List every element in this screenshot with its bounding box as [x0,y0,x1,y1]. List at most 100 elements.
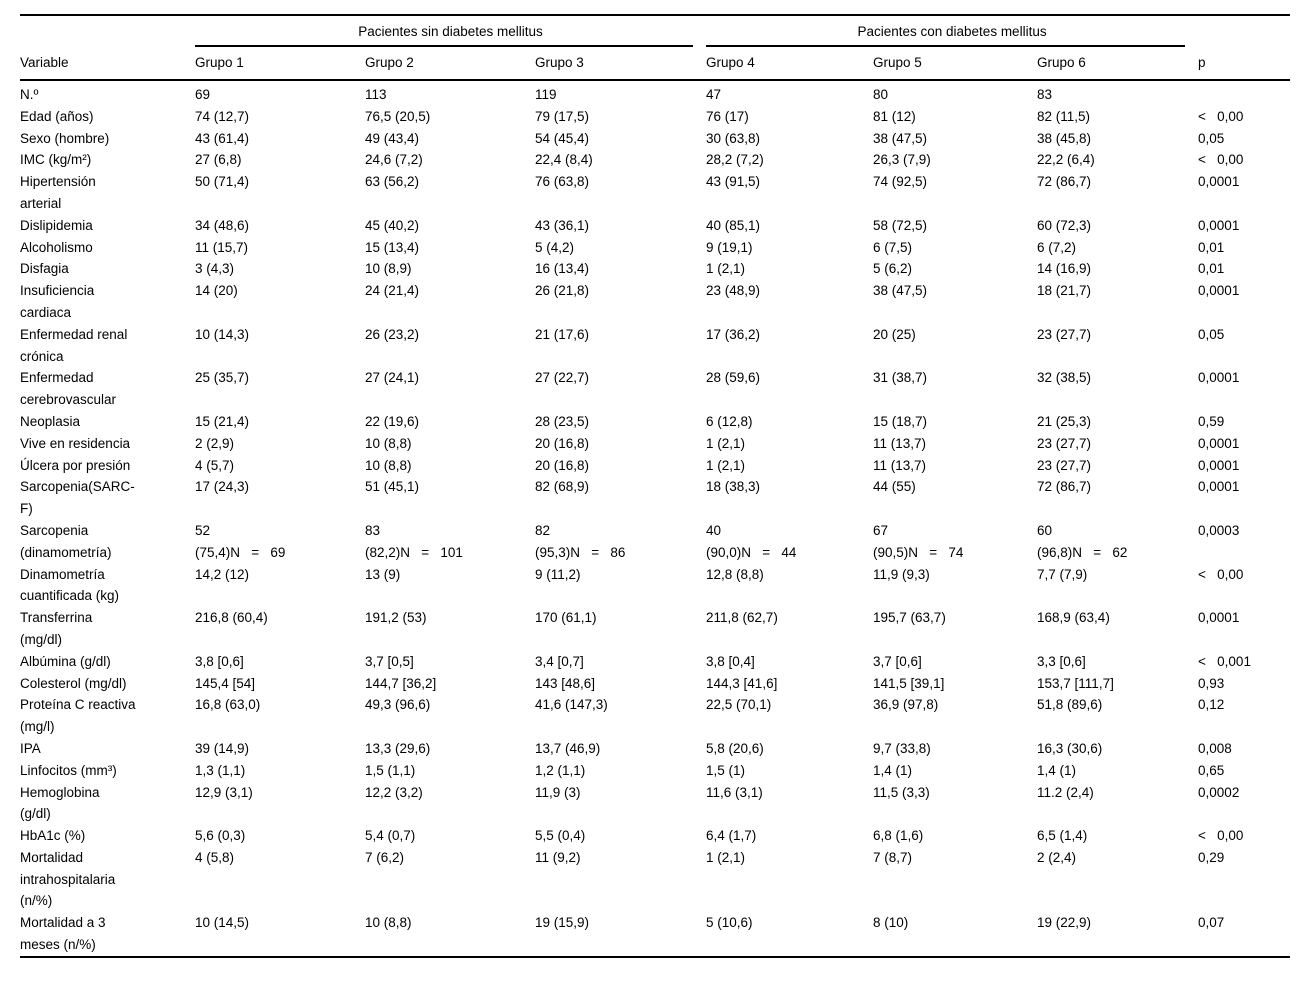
row-variable-label: Disfagia [20,261,69,277]
cell-grupo-3-value: 41,6 (147,3) [535,697,608,713]
cell-p-value: < 0,00 [1198,152,1244,168]
cell-grupo-1-value: 3,8 [0,6] [195,653,244,669]
cell-grupo-2-value: 10 (8,8) [365,435,412,451]
cell-grupo-4-value: 17 (36,2) [706,326,761,342]
cell-grupo-4-value: 40 (90,0)N = 44 [706,522,797,560]
table-row: Dislipidemia 34 (48,6) 45 (40,2) 43 (36,… [20,215,1290,237]
row-variable-label: Transferrina (mg/dl) [20,610,93,647]
cell-grupo-2-value: 45 (40,2) [365,217,420,233]
column-header-row: Variable Grupo 1 Grupo 2 Grupo 3 Grupo 4… [20,47,1291,81]
cell-grupo-4-value: 12,8 (8,8) [706,566,764,582]
cell-p-value: < 0,00 [1198,828,1244,844]
cell-grupo-6-value: 18 (21,7) [1037,283,1092,299]
cell-grupo-1-value: 2 (2,9) [195,435,235,451]
cell-grupo-6-value: 6 (7,2) [1037,239,1077,255]
row-variable-label: HbA1c (%) [20,828,86,844]
row-variable-label: IMC (kg/m²) [20,152,92,168]
cell-grupo-5-value: 67 (90,5)N = 74 [873,522,964,560]
cell-grupo-2-value: 27 (24,1) [365,370,420,386]
cell-grupo-6-value: 3,3 [0,6] [1037,653,1086,669]
cell-grupo-6-value: 6,5 (1,4) [1037,828,1088,844]
cell-grupo-4-value: 5 (10,6) [706,915,753,931]
cell-grupo-2-value: 3,7 [0,5] [365,653,414,669]
col-header-grupo-3: Grupo 3 [535,47,707,81]
cell-grupo-2-value: 144,7 [36,2] [365,675,437,691]
table-row: Mortalidad a 3 meses (n/%) 10 (14,5) 10 … [20,912,1290,957]
cell-grupo-3-value: 5,5 (0,4) [535,828,586,844]
cell-grupo-5-value: 3,7 [0,6] [873,653,922,669]
row-variable-label: Albúmina (g/dl) [20,653,111,669]
cell-grupo-5-value: 11 (13,7) [873,435,927,451]
cell-grupo-4-value: 23 (48,9) [706,283,761,299]
cell-grupo-2-value: 191,2 (53) [365,610,427,626]
cell-grupo-6-value: 51,8 (89,6) [1037,697,1103,713]
table-row: HbA1c (%) 5,6 (0,3) 5,4 (0,7) 5,5 (0,4) … [20,825,1290,847]
row-variable-label: Dinamometría cuantificada (kg) [20,566,120,604]
table-row: Transferrina (mg/dl) 216,8 (60,4) 191,2 … [20,607,1290,651]
cell-grupo-1-value: 3 (4,3) [195,261,235,277]
row-variable-label: Colesterol (mg/dl) [20,675,127,691]
cell-grupo-3-value: 28 (23,5) [535,413,590,429]
cell-grupo-4-value: 18 (38,3) [706,479,761,495]
cell-p-value: 0,0001 [1198,457,1240,473]
cell-grupo-1-value: 16,8 (63,0) [195,697,261,713]
cell-grupo-5-value: 7 (8,7) [873,849,913,865]
cell-grupo-6-value: 1,4 (1) [1037,762,1077,778]
cell-p-value: 0,0001 [1198,283,1240,299]
cell-grupo-5-value: 5 (6,2) [873,261,913,277]
cell-grupo-5-value: 195,7 (63,7) [873,610,946,626]
cell-grupo-5-value: 58 (72,5) [873,217,928,233]
table-row: Sexo (hombre) 43 (61,4) 49 (43,4) 54 (45… [20,128,1290,150]
row-variable-label: Proteína C reactiva (mg/l) [20,697,136,735]
row-variable-label: Insuficiencia cardiaca [20,283,95,320]
table-body: N.º 69 113 119 47 80 83 Edad (años) 74 (… [20,80,1290,957]
cell-grupo-1-value: 69 [195,87,211,102]
cell-grupo-4-value: 40 (85,1) [706,217,761,233]
row-variable-label: Úlcera por presión [20,457,131,473]
patient-groups-table: Pacientes sin diabetes mellitus Paciente… [20,14,1291,958]
table-row: Vive en residencia 2 (2,9) 10 (8,8) 20 (… [20,433,1290,455]
cell-grupo-1-value: 12,9 (3,1) [195,784,253,800]
cell-grupo-6-value: 7,7 (7,9) [1037,566,1088,582]
table-row: Dinamometría cuantificada (kg) 14,2 (12)… [20,564,1290,608]
cell-grupo-4-value: 9 (19,1) [706,239,753,255]
row-variable-label: Alcoholismo [20,239,93,255]
cell-grupo-5-value: 1,4 (1) [873,762,913,778]
cell-p-value: 0,01 [1198,239,1225,255]
cell-grupo-2-value: 22 (19,6) [365,413,420,429]
cell-grupo-6-value: 22,2 (6,4) [1037,152,1095,168]
cell-grupo-5-value: 11,9 (9,3) [873,566,930,582]
table-header: Pacientes sin diabetes mellitus Paciente… [20,15,1291,81]
row-variable-label: Hipertensión arterial [20,174,96,211]
table-row: Úlcera por presión 4 (5,7) 10 (8,8) 20 (… [20,455,1290,477]
cell-grupo-2-value: 49 (43,4) [365,130,420,146]
span-header-sin-diabetes: Pacientes sin diabetes mellitus [195,15,706,47]
table-row: Insuficiencia cardiaca 14 (20) 24 (21,4)… [20,280,1290,324]
cell-grupo-3-value: 5 (4,2) [535,239,575,255]
table-row: N.º 69 113 119 47 80 83 [20,80,1290,106]
cell-grupo-2-value: 83 (82,2)N = 101 [365,522,463,560]
cell-grupo-6-value: 83 [1037,87,1053,102]
row-variable-label: Mortalidad intrahospitalaria (n/%) [20,849,116,909]
cell-grupo-1-value: 14,2 (12) [195,566,250,582]
cell-grupo-3-value: 11,9 (3) [535,784,581,800]
cell-grupo-2-value: 76,5 (20,5) [365,108,431,124]
cell-grupo-5-value: 20 (25) [873,326,916,342]
table-row: Enfermedad renal crónica 10 (14,3) 26 (2… [20,324,1290,368]
cell-grupo-3-value: 3,4 [0,7] [535,653,584,669]
table-row: Hemoglobina (g/dl) 12,9 (3,1) 12,2 (3,2)… [20,782,1290,826]
cell-grupo-1-value: 216,8 (60,4) [195,610,268,626]
cell-grupo-1-value: 5,6 (0,3) [195,828,246,844]
cell-grupo-4-value: 11,6 (3,1) [706,784,763,800]
cell-p-value: 0,0002 [1198,784,1240,800]
cell-grupo-6-value: 23 (27,7) [1037,457,1092,473]
cell-grupo-6-value: 60 (96,8)N = 62 [1037,522,1128,560]
table-row: Colesterol (mg/dl) 145,4 [54] 144,7 [36,… [20,673,1290,695]
cell-grupo-2-value: 63 (56,2) [365,174,420,190]
table-row: Enfermedad cerebrovascular 25 (35,7) 27 … [20,367,1290,411]
cell-grupo-3-value: 20 (16,8) [535,457,590,473]
cell-grupo-1-value: 15 (21,4) [195,413,250,429]
cell-grupo-5-value: 38 (47,5) [873,283,928,299]
cell-grupo-3-value: 76 (63,8) [535,174,590,190]
cell-grupo-4-value: 144,3 [41,6] [706,675,778,691]
